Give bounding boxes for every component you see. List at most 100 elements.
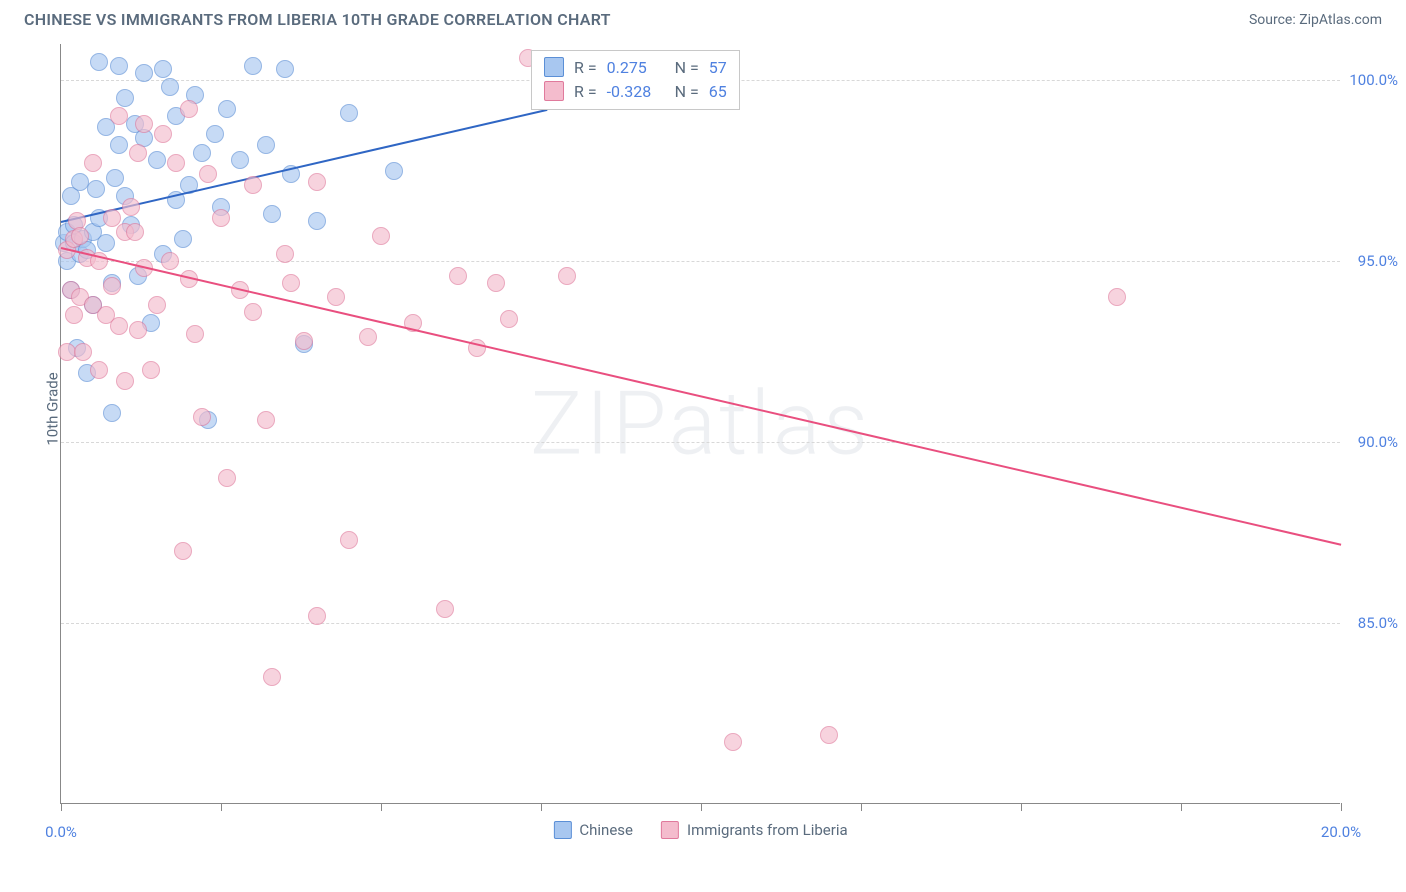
x-tick (541, 803, 542, 811)
stats-row-liberia: R =-0.328N =65 (544, 79, 727, 103)
data-point-liberia (174, 542, 192, 560)
y-tick-label: 90.0% (1358, 433, 1398, 451)
data-point-liberia (167, 154, 185, 172)
data-point-chinese (87, 180, 105, 198)
data-point-liberia (193, 408, 211, 426)
data-point-liberia (487, 274, 505, 292)
data-point-liberia (103, 209, 121, 227)
data-point-chinese (276, 60, 294, 78)
trend-line-liberia (61, 247, 1341, 546)
data-point-liberia (142, 361, 160, 379)
x-tick-label: 0.0% (45, 823, 77, 841)
x-tick (1341, 803, 1342, 811)
data-point-liberia (359, 328, 377, 346)
legend-item-liberia: Immigrants from Liberia (661, 821, 848, 839)
data-point-liberia (308, 607, 326, 625)
n-value: 65 (709, 82, 727, 101)
data-point-liberia (276, 245, 294, 263)
r-label: R = (574, 58, 597, 77)
data-point-liberia (282, 274, 300, 292)
data-point-liberia (90, 361, 108, 379)
data-point-chinese (257, 136, 275, 154)
x-tick-label: 20.0% (1321, 823, 1361, 841)
gridline (61, 261, 1340, 262)
chart-title: CHINESE VS IMMIGRANTS FROM LIBERIA 10TH … (24, 10, 611, 29)
data-point-liberia (257, 411, 275, 429)
y-tick-label: 100.0% (1349, 71, 1398, 89)
data-point-liberia (308, 173, 326, 191)
r-value: 0.275 (607, 58, 665, 77)
data-point-liberia (340, 531, 358, 549)
data-point-chinese (110, 57, 128, 75)
data-point-liberia (71, 227, 89, 245)
data-point-liberia (449, 267, 467, 285)
data-point-liberia (436, 600, 454, 618)
data-point-chinese (90, 53, 108, 71)
data-point-chinese (231, 151, 249, 169)
data-point-liberia (122, 198, 140, 216)
x-tick (1021, 803, 1022, 811)
legend-item-chinese: Chinese (553, 821, 633, 839)
data-point-chinese (206, 125, 224, 143)
data-point-chinese (154, 60, 172, 78)
data-point-chinese (193, 144, 211, 162)
data-point-chinese (340, 104, 358, 122)
data-point-liberia (820, 726, 838, 744)
x-tick (701, 803, 702, 811)
data-point-liberia (327, 288, 345, 306)
data-point-liberia (161, 252, 179, 270)
data-point-chinese (116, 89, 134, 107)
data-point-liberia (154, 125, 172, 143)
n-label: N = (675, 58, 699, 77)
data-point-liberia (129, 321, 147, 339)
data-point-liberia (135, 115, 153, 133)
data-point-liberia (500, 310, 518, 328)
swatch-liberia (661, 821, 679, 839)
swatch-liberia (544, 81, 564, 101)
data-point-chinese (385, 162, 403, 180)
data-point-liberia (186, 325, 204, 343)
data-point-liberia (116, 372, 134, 390)
gridline (61, 623, 1340, 624)
data-point-liberia (148, 296, 166, 314)
data-point-liberia (263, 668, 281, 686)
data-point-chinese (106, 169, 124, 187)
data-point-chinese (161, 78, 179, 96)
data-point-liberia (103, 277, 121, 295)
x-tick (1181, 803, 1182, 811)
data-point-chinese (148, 151, 166, 169)
data-point-liberia (218, 469, 236, 487)
data-point-liberia (110, 107, 128, 125)
data-point-chinese (135, 64, 153, 82)
data-point-liberia (295, 332, 313, 350)
stats-row-chinese: R = 0.275 N = 57 (544, 55, 727, 79)
legend-label: Immigrants from Liberia (687, 821, 848, 839)
data-point-liberia (110, 317, 128, 335)
series-legend: Chinese Immigrants from Liberia (553, 821, 847, 839)
swatch-chinese (553, 821, 571, 839)
stats-legend: R = 0.275 N = 57R = -0.328 N = 65 (531, 50, 740, 110)
data-point-liberia (199, 165, 217, 183)
data-point-liberia (65, 306, 83, 324)
data-point-chinese (174, 230, 192, 248)
data-point-liberia (84, 154, 102, 172)
data-point-liberia (724, 733, 742, 751)
n-value: 57 (709, 58, 727, 77)
data-point-liberia (1108, 288, 1126, 306)
data-point-liberia (180, 100, 198, 118)
source-attribution: Source: ZipAtlas.com (1249, 12, 1382, 28)
data-point-liberia (74, 343, 92, 361)
data-point-chinese (244, 57, 262, 75)
data-point-chinese (103, 404, 121, 422)
n-label: N = (675, 82, 699, 101)
scatter-chart: ZIPatlas 85.0%90.0%95.0%100.0%0.0%20.0%R… (60, 44, 1340, 804)
swatch-chinese (544, 57, 564, 77)
data-point-liberia (244, 176, 262, 194)
r-value: -0.328 (607, 82, 665, 101)
x-tick (861, 803, 862, 811)
x-tick (61, 803, 62, 811)
x-tick (381, 803, 382, 811)
data-point-liberia (244, 303, 262, 321)
data-point-chinese (110, 136, 128, 154)
gridline (61, 442, 1340, 443)
